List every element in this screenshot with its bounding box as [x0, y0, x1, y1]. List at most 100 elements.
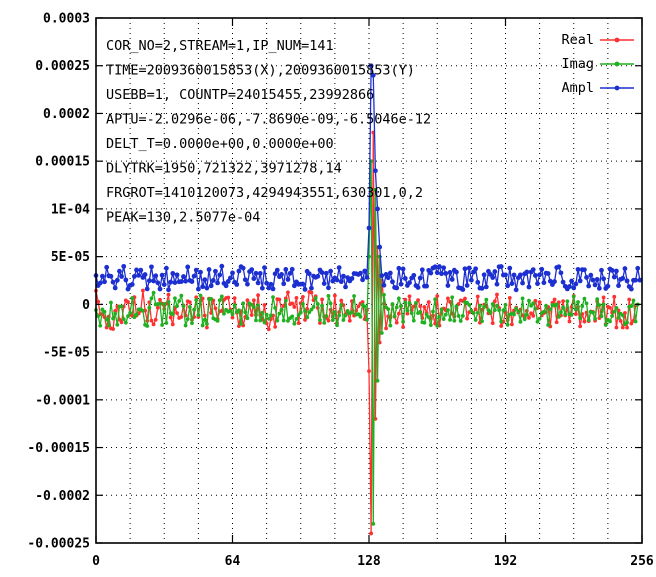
- data-point: [577, 278, 583, 284]
- data-point: [146, 278, 152, 284]
- data-point: [592, 282, 598, 288]
- data-point: [520, 296, 525, 301]
- data-point: [158, 297, 162, 302]
- data-point: [223, 283, 229, 289]
- data-point: [213, 268, 218, 274]
- data-point: [205, 325, 209, 330]
- data-point: [473, 318, 478, 322]
- data-point: [629, 304, 634, 308]
- data-point: [559, 310, 563, 314]
- data-point: [439, 271, 444, 277]
- data-point: [497, 308, 502, 313]
- data-point: [498, 264, 504, 269]
- data-point: [257, 271, 263, 276]
- series-ampl: [93, 63, 643, 293]
- data-point: [128, 310, 133, 315]
- data-point: [475, 310, 480, 315]
- data-point: [309, 285, 314, 291]
- data-point: [567, 319, 572, 324]
- data-point: [614, 268, 619, 274]
- plot-frame: [95, 17, 643, 544]
- data-point: [582, 267, 587, 273]
- data-point: [326, 293, 331, 298]
- data-point: [390, 279, 395, 285]
- data-point: [490, 302, 495, 306]
- annotation-line: APTU=-2.0296e-06,-7.8690e-09,-6.5046e-12: [106, 112, 431, 128]
- data-point: [102, 279, 107, 285]
- data-point: [432, 264, 438, 270]
- data-point: [134, 267, 139, 273]
- data-point: [509, 322, 514, 327]
- data-point: [200, 296, 205, 301]
- x-tick-label: 0: [92, 554, 100, 569]
- y-tick-label: -0.00015: [27, 441, 90, 456]
- data-point: [573, 312, 578, 316]
- data-point: [507, 295, 512, 300]
- data-point: [458, 319, 463, 323]
- data-point: [371, 522, 376, 526]
- data-point: [437, 314, 442, 319]
- data-point: [575, 267, 581, 272]
- data-point: [187, 300, 192, 305]
- data-point: [507, 265, 513, 271]
- data-point: [303, 308, 307, 313]
- data-point: [372, 168, 378, 174]
- data-point: [435, 323, 440, 328]
- data-point: [358, 314, 363, 319]
- data-point: [356, 312, 361, 317]
- data-point: [390, 302, 395, 306]
- data-point: [332, 293, 337, 298]
- data-point: [396, 265, 402, 271]
- data-point: [198, 269, 203, 275]
- data-point: [170, 271, 176, 276]
- data-point: [428, 323, 433, 328]
- data-point: [138, 267, 144, 273]
- data-point: [275, 318, 280, 323]
- data-point: [593, 316, 597, 321]
- data-point: [509, 281, 515, 286]
- data-point: [446, 308, 450, 312]
- data-point: [160, 323, 165, 327]
- data-point: [545, 271, 551, 276]
- data-point: [144, 286, 150, 292]
- data-point: [460, 287, 466, 292]
- data-point: [256, 303, 260, 308]
- data-point: [456, 314, 461, 318]
- data-point: [153, 273, 159, 279]
- data-point: [294, 316, 299, 321]
- data-point: [114, 277, 120, 283]
- data-point: [343, 284, 348, 290]
- data-point: [561, 299, 565, 304]
- data-point: [339, 303, 344, 307]
- data-point: [230, 270, 235, 276]
- data-point: [121, 263, 127, 269]
- data-point: [537, 272, 543, 278]
- data-point: [205, 322, 209, 326]
- data-point: [362, 268, 368, 274]
- data-point: [181, 304, 186, 309]
- data-point: [330, 318, 335, 323]
- data-point: [467, 303, 472, 307]
- data-point: [168, 315, 173, 320]
- data-point: [366, 225, 372, 231]
- data-point: [443, 312, 448, 317]
- data-point: [516, 309, 521, 314]
- data-point: [210, 278, 216, 283]
- data-point: [529, 311, 533, 316]
- data-point: [488, 311, 493, 315]
- data-point: [193, 267, 199, 273]
- data-point: [294, 295, 299, 300]
- data-point: [283, 267, 289, 272]
- data-point: [161, 282, 167, 288]
- data-point: [625, 325, 629, 330]
- data-point: [322, 320, 327, 325]
- data-point: [153, 317, 158, 322]
- data-point: [268, 281, 274, 287]
- data-point: [445, 283, 451, 288]
- data-point: [198, 293, 203, 298]
- data-point: [335, 323, 339, 328]
- data-point: [633, 277, 639, 283]
- data-point: [486, 308, 491, 313]
- data-point: [202, 317, 207, 322]
- data-point: [290, 301, 295, 306]
